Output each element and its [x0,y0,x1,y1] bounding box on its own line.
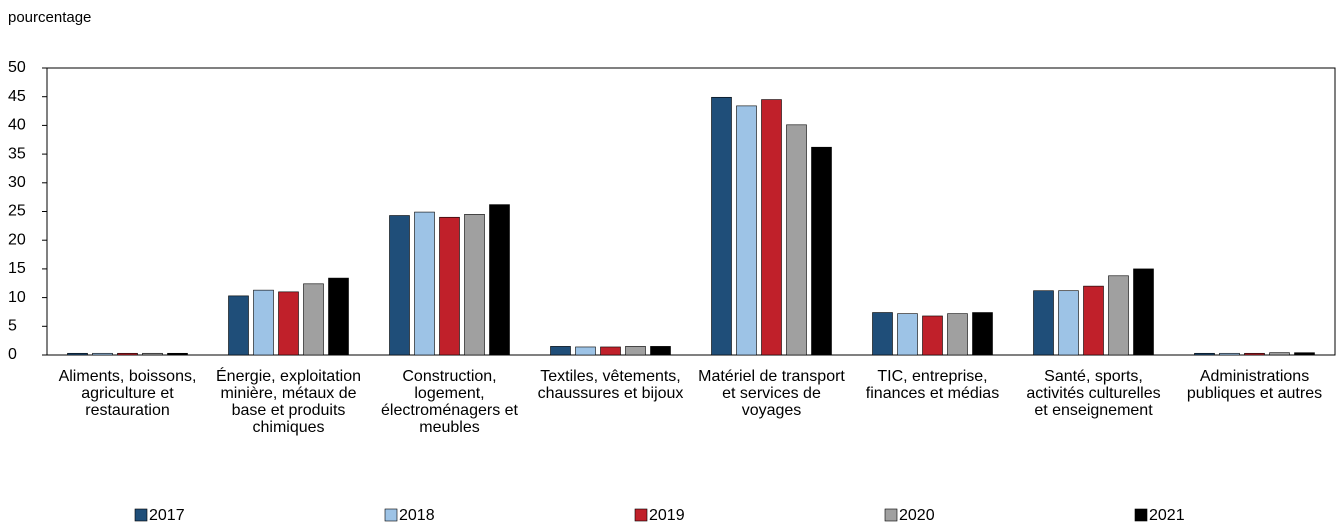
bar [1219,352,1240,356]
legend-label: 2018 [399,507,435,523]
legend-swatch [384,508,398,522]
x-tick-label: Textiles, vêtements, chaussures et bijou… [537,368,684,402]
y-axis-label: pourcentage [8,9,91,26]
bar [1083,285,1104,356]
x-tick-label: Matériel de transport et services de voy… [698,368,845,419]
x-tick-label: Aliments, boissons, agriculture et resta… [58,368,197,419]
y-tick-label: 0 [8,346,17,363]
bar [786,124,807,356]
bar [761,99,782,356]
bar [650,346,671,356]
bar [389,215,410,356]
bar [1058,290,1079,356]
bar [414,211,435,356]
y-tick-label: 25 [8,203,26,220]
legend-label: 2019 [649,507,685,523]
bar [328,277,349,356]
x-tick-label: Santé, sports, activités culturelles et … [1026,368,1161,419]
bar [228,295,249,356]
bar [972,312,993,356]
x-tick-label: Énergie, exploitation minière, métaux de… [216,368,361,436]
y-tick-label: 20 [8,231,26,248]
bar [489,204,510,356]
bar [1133,268,1154,356]
bar [550,346,571,356]
bar [1033,290,1054,356]
bar [1294,352,1315,356]
x-tick-label: Administrations publiques et autres [1186,368,1323,402]
bar [897,313,918,356]
bar [142,352,163,356]
legend-swatch [134,508,148,522]
bar [117,352,138,356]
bar [947,313,968,356]
x-tick-label: Construction, logement, électroménagers … [381,368,518,436]
bar [253,289,274,356]
y-tick-label: 15 [8,260,26,277]
y-tick-label: 30 [8,174,26,191]
bar [278,291,299,356]
y-tick-label: 45 [8,88,26,105]
bar [575,346,596,356]
bar [92,352,113,356]
legend-swatch [1134,508,1148,522]
legend-label: 2020 [899,507,935,523]
legend-label: 2021 [1149,507,1185,523]
bar [736,105,757,356]
bar [303,283,324,356]
legend-swatch [884,508,898,522]
bar [922,315,943,356]
bar [872,312,893,356]
bar [625,346,646,356]
bar [1269,352,1290,356]
y-tick-label: 10 [8,289,26,306]
y-tick-label: 5 [8,318,17,335]
bar [1194,352,1215,356]
y-tick-label: 40 [8,117,26,134]
bar [711,96,732,356]
legend-swatch [634,508,648,522]
y-tick-label: 35 [8,145,26,162]
bar [464,214,485,356]
y-tick-label: 50 [8,59,26,76]
x-tick-label: TIC, entreprise, finances et médias [865,368,1000,402]
bar [600,346,621,356]
bar [811,146,832,356]
bar [1244,352,1265,356]
bar [439,216,460,356]
bar [167,352,188,356]
bar [1108,275,1129,356]
legend-label: 2017 [149,507,185,523]
bar [67,352,88,356]
